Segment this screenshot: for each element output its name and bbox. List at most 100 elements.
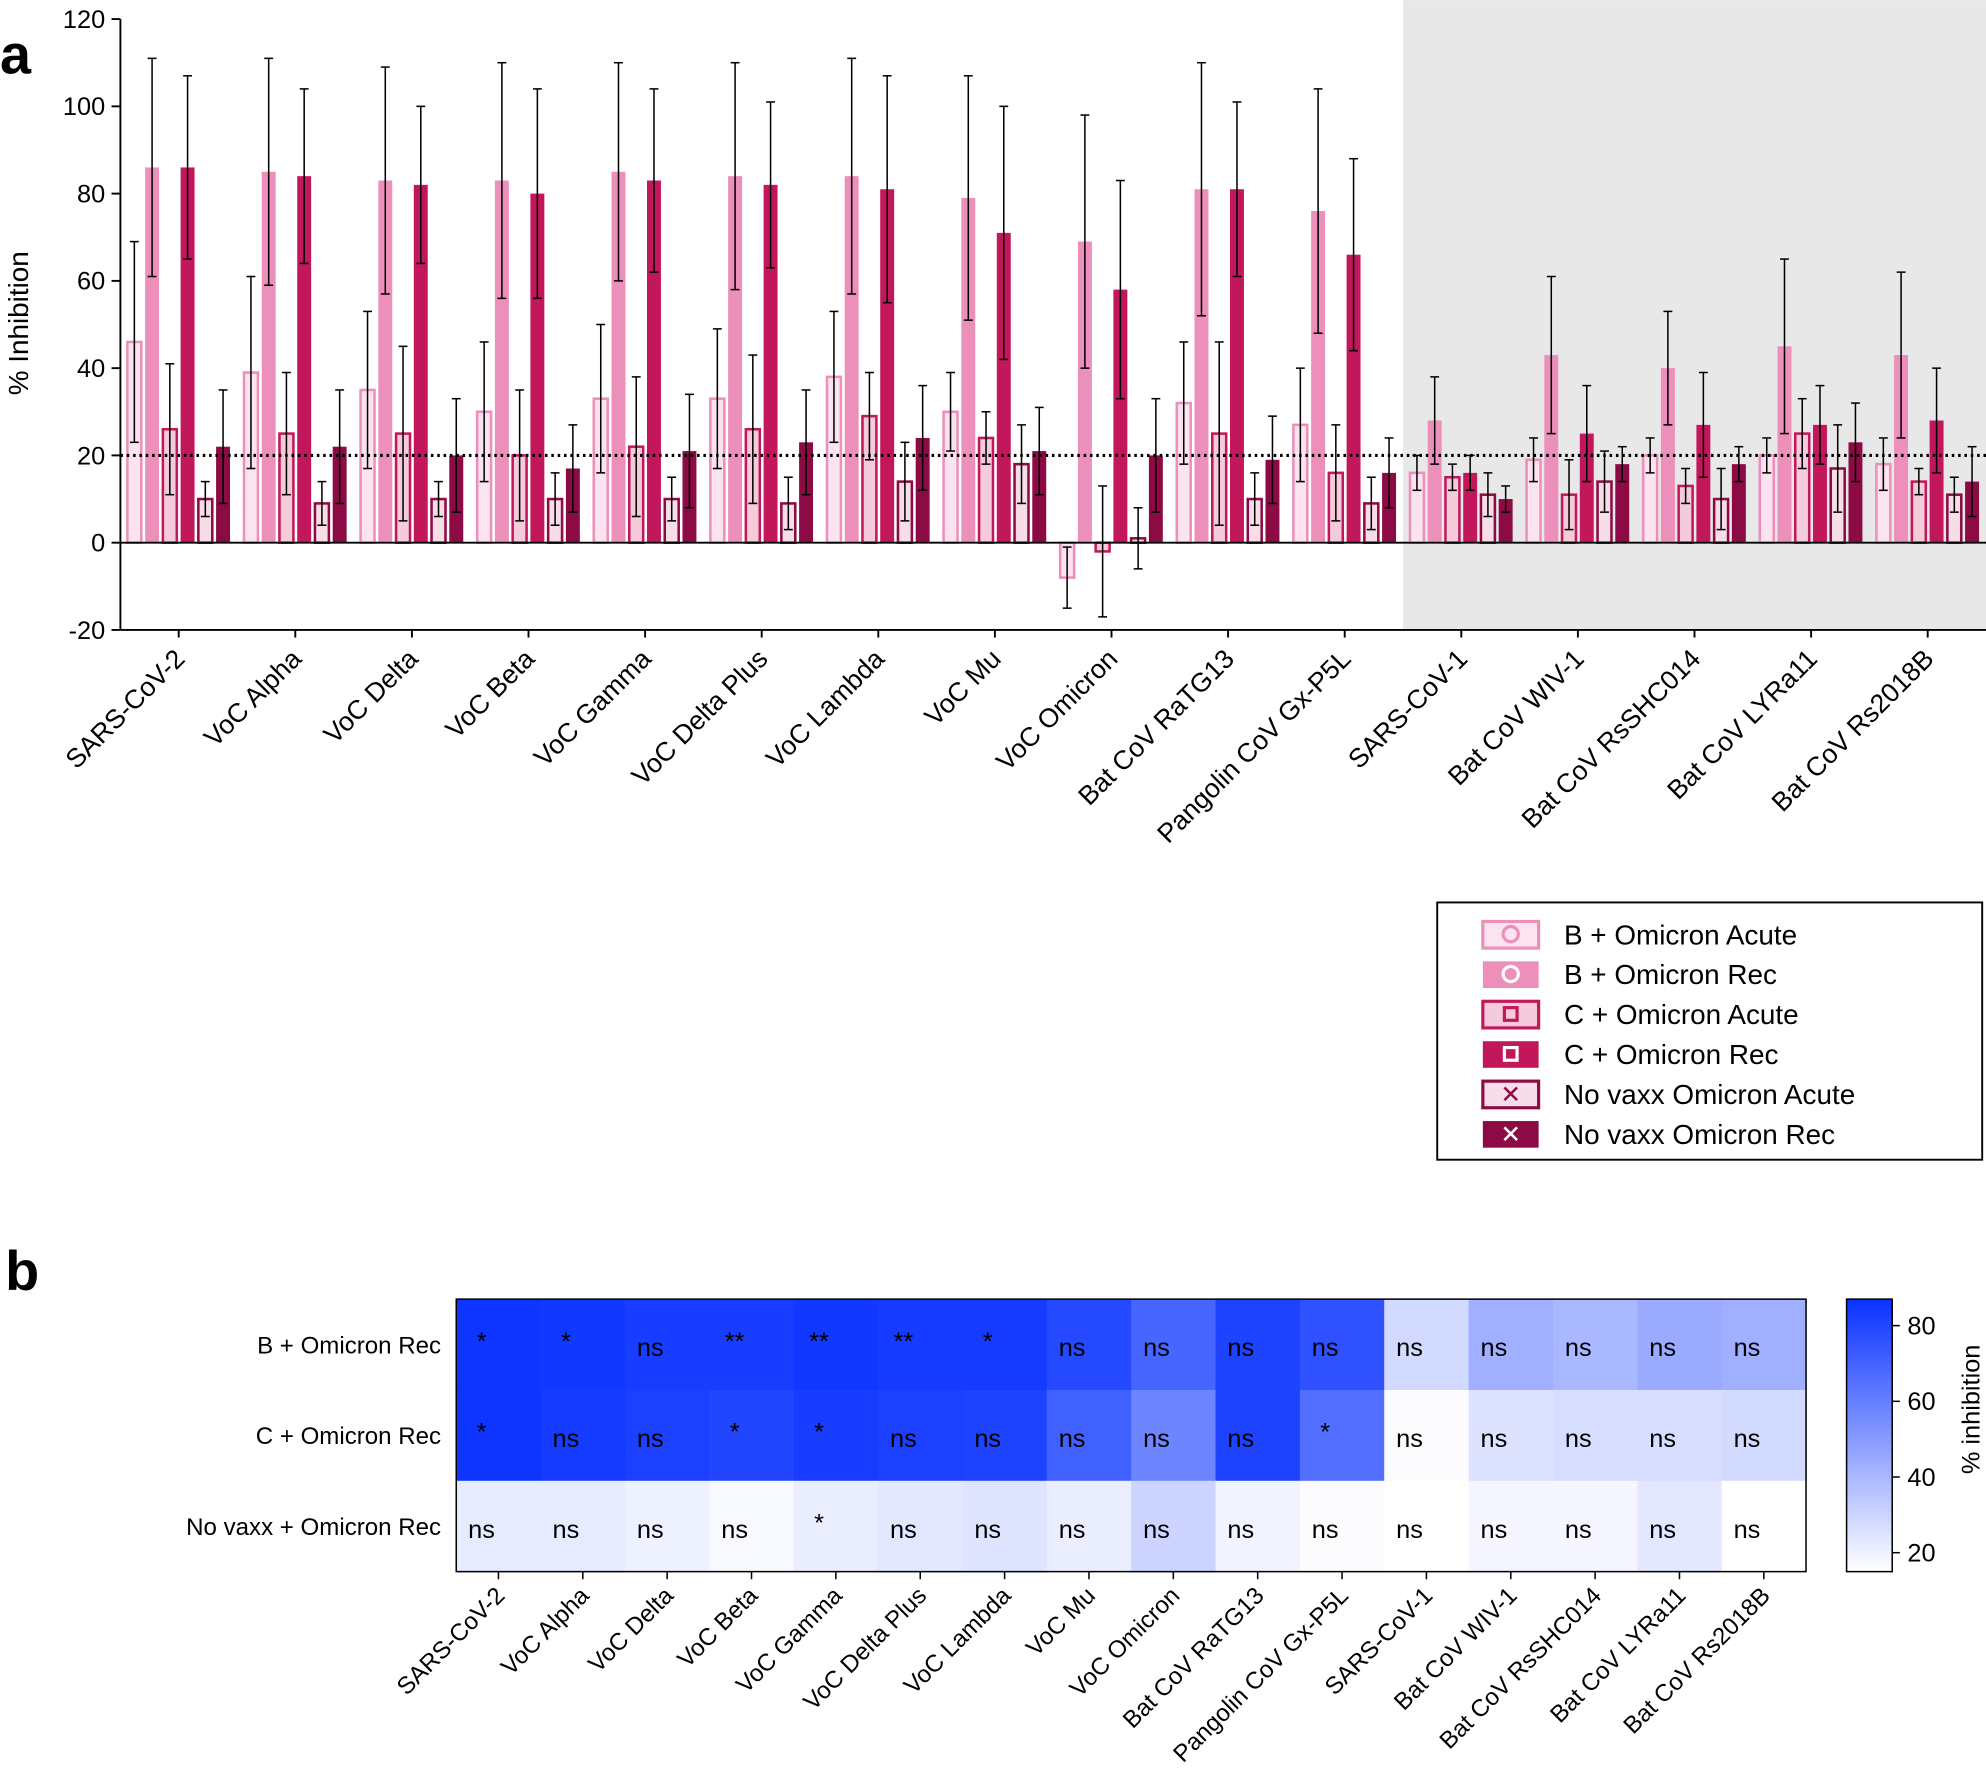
bar bbox=[1579, 433, 1594, 543]
bar bbox=[1077, 241, 1092, 543]
cell-annotation: ** bbox=[725, 1328, 745, 1356]
cell-annotation: ns bbox=[1059, 1425, 1086, 1453]
cell-annotation: ** bbox=[894, 1328, 914, 1356]
cell-annotation: ns bbox=[1396, 1516, 1423, 1544]
bar bbox=[1777, 346, 1792, 543]
bar bbox=[1813, 424, 1827, 543]
y-tick-label: 120 bbox=[63, 6, 105, 34]
heatmap-cell bbox=[624, 1389, 710, 1482]
heatmap-cell bbox=[1721, 1480, 1807, 1573]
heatmap-cell bbox=[1384, 1299, 1470, 1391]
heatmap-cell bbox=[793, 1299, 879, 1391]
legend-label: No vaxx Omicron Acute bbox=[1564, 1079, 1855, 1110]
cell-annotation: ns bbox=[1649, 1516, 1676, 1544]
legend-marker bbox=[1502, 1006, 1519, 1022]
legend-swatch bbox=[1481, 999, 1541, 1030]
heatmap-cell bbox=[1046, 1480, 1132, 1573]
x-tick-label: SARS-CoV-2 bbox=[60, 643, 191, 774]
cell-annotation: ns bbox=[1734, 1425, 1761, 1453]
cell-annotation: ns bbox=[1059, 1516, 1086, 1544]
bar bbox=[1346, 254, 1361, 543]
bar bbox=[1113, 289, 1128, 543]
cell-annotation: ns bbox=[1227, 1425, 1254, 1453]
cell-annotation: ns bbox=[1649, 1425, 1676, 1453]
x-tick-label: SARS-CoV-2 bbox=[392, 1582, 510, 1700]
legend-label: C + Omicron Rec bbox=[1564, 1039, 1779, 1070]
heatmap-cell bbox=[1215, 1389, 1301, 1482]
cell-annotation: * bbox=[730, 1419, 740, 1447]
cell-annotation: ns bbox=[468, 1516, 495, 1544]
colorbar-tick-label: 80 bbox=[1907, 1312, 1935, 1340]
cell-annotation: ns bbox=[553, 1425, 580, 1453]
heatmap-cell bbox=[1299, 1480, 1385, 1573]
x-tick-label: VoC Omicron bbox=[990, 643, 1123, 776]
x-tick-label: Pangolin CoV Gx-P5L bbox=[1151, 643, 1356, 848]
colorbar-tick-label: 60 bbox=[1907, 1388, 1935, 1416]
panel-label: a bbox=[0, 24, 32, 86]
y-tick-label: 0 bbox=[91, 530, 105, 558]
heatmap-cell bbox=[1384, 1389, 1470, 1482]
cell-annotation: ns bbox=[1396, 1425, 1423, 1453]
bar bbox=[996, 232, 1011, 543]
cell-annotation: ns bbox=[1059, 1334, 1086, 1362]
cell-annotation: ns bbox=[974, 1425, 1001, 1453]
bar bbox=[494, 180, 509, 543]
cell-annotation: ns bbox=[1481, 1516, 1508, 1544]
cell-annotation: * bbox=[1320, 1419, 1330, 1447]
heatmap-cell bbox=[962, 1389, 1048, 1482]
heatmap-cell bbox=[456, 1389, 542, 1482]
bar bbox=[880, 189, 895, 543]
cell-annotation: ns bbox=[1481, 1425, 1508, 1453]
y-tick-label: 40 bbox=[77, 355, 105, 383]
bar bbox=[763, 184, 778, 543]
cell-annotation: ns bbox=[890, 1425, 917, 1453]
x-tick-label: VoC Mu bbox=[1021, 1582, 1101, 1662]
x-tick-label: Bat CoV Rs2018B bbox=[1618, 1582, 1775, 1739]
cell-annotation: ns bbox=[721, 1516, 748, 1544]
legend-label: C + Omicron Acute bbox=[1564, 999, 1799, 1030]
bar bbox=[1427, 420, 1442, 543]
y-tick-label: 20 bbox=[77, 442, 105, 470]
heatmap-cell bbox=[1131, 1389, 1217, 1482]
heatmap-cell bbox=[1131, 1480, 1217, 1573]
heatmap-cell bbox=[1552, 1299, 1638, 1391]
bar bbox=[1498, 499, 1513, 543]
bar bbox=[647, 180, 661, 543]
cell-annotation: ns bbox=[974, 1516, 1001, 1544]
bar bbox=[1731, 464, 1746, 543]
heatmap-cell bbox=[1131, 1299, 1217, 1391]
bar bbox=[1894, 355, 1909, 543]
heatmap-cell bbox=[1721, 1299, 1807, 1391]
bar bbox=[1615, 464, 1630, 543]
heatmap-cell bbox=[1637, 1480, 1723, 1573]
x-tick-label: VoC Lambda bbox=[760, 643, 890, 773]
bar bbox=[844, 176, 859, 543]
legend-marker bbox=[1502, 1045, 1519, 1062]
heatmap-cell bbox=[962, 1480, 1048, 1573]
y-tick-label: 100 bbox=[63, 93, 105, 121]
heatmap-cell bbox=[1215, 1299, 1301, 1391]
heatmap-cell bbox=[540, 1389, 626, 1482]
cell-annotation: * bbox=[477, 1419, 487, 1447]
heatmap-cell bbox=[624, 1299, 710, 1391]
panel-label: b bbox=[5, 1240, 39, 1302]
colorbar-tick-label: 20 bbox=[1907, 1540, 1935, 1568]
legend-label: B + Omicron Rec bbox=[1564, 959, 1777, 990]
heatmap-cell bbox=[709, 1389, 795, 1482]
bar bbox=[180, 167, 195, 543]
x-tick-label: VoC Alpha bbox=[198, 643, 307, 752]
cell-annotation: ns bbox=[1734, 1334, 1761, 1362]
cell-annotation: * bbox=[814, 1419, 824, 1447]
cell-annotation: ns bbox=[1481, 1334, 1508, 1362]
y-tick-label: 80 bbox=[77, 180, 105, 208]
cell-annotation: ns bbox=[1143, 1334, 1170, 1362]
heatmap-cell bbox=[1552, 1389, 1638, 1482]
x-tick-label: VoC Beta bbox=[440, 643, 541, 744]
bar bbox=[1848, 442, 1863, 543]
heatmap-cell bbox=[709, 1299, 795, 1391]
colorbar-tick-label: 40 bbox=[1907, 1464, 1935, 1492]
bar bbox=[145, 167, 160, 543]
cell-annotation: * bbox=[561, 1328, 571, 1356]
heatmap-cell bbox=[1468, 1299, 1554, 1391]
y-tick-label: 60 bbox=[77, 268, 105, 296]
